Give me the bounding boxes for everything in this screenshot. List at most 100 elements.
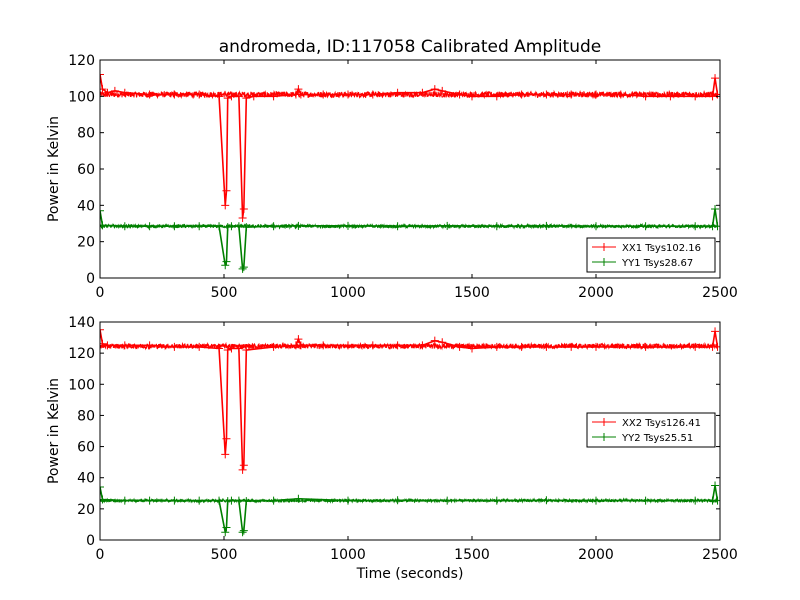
bottom-panel: 0 500 1000 1500 2000 2500 0 20 40 60 80 100 120 140 Po… <box>46 315 738 582</box>
y-tick-label: 40 <box>77 471 95 487</box>
data-point <box>691 92 700 101</box>
data-point <box>238 528 247 537</box>
x-tick-label: 500 <box>211 285 238 301</box>
data-point <box>100 495 107 504</box>
data-point <box>592 496 600 505</box>
y-tick-label: 40 <box>77 198 95 214</box>
data-point <box>222 434 231 443</box>
data-point <box>239 461 248 470</box>
legend-label: XX1 Tsys102.16 <box>622 243 701 254</box>
data-point <box>393 222 402 231</box>
data-point <box>145 341 154 350</box>
data-point <box>145 222 154 231</box>
data-point <box>713 222 720 231</box>
data-point <box>239 526 248 535</box>
data-point <box>120 222 129 231</box>
series-line-2 <box>100 485 719 535</box>
data-point <box>542 496 551 505</box>
data-point <box>269 496 278 505</box>
data-point <box>223 223 232 232</box>
data-point <box>110 86 119 95</box>
data-point <box>103 88 112 97</box>
data-point <box>294 85 303 94</box>
y-tick-label: 60 <box>77 162 95 178</box>
data-point <box>227 496 236 505</box>
data-point <box>195 496 204 505</box>
data-point <box>100 85 107 94</box>
data-point <box>294 335 303 344</box>
data-point <box>492 222 501 231</box>
series-line-1 <box>100 329 719 471</box>
data-point <box>713 496 720 505</box>
data-point <box>100 206 104 215</box>
data-point <box>344 221 352 230</box>
data-point <box>100 483 104 492</box>
data-point <box>641 222 650 231</box>
data-point <box>567 342 576 351</box>
x-tick-label: 500 <box>211 547 238 563</box>
data-point <box>221 450 230 459</box>
data-point <box>430 85 439 94</box>
data-point <box>517 90 526 99</box>
plot-area <box>100 325 720 537</box>
data-point <box>344 90 352 99</box>
data-point <box>418 341 427 350</box>
data-point <box>100 70 104 79</box>
data-point <box>455 342 464 351</box>
data-point <box>691 342 700 351</box>
data-point <box>641 92 650 101</box>
data-point <box>468 92 476 101</box>
data-point <box>319 341 328 350</box>
data-point <box>234 222 243 231</box>
data-point <box>393 496 402 505</box>
x-tick-label: 2500 <box>702 547 738 563</box>
x-tick-label: 1500 <box>454 285 490 301</box>
y-axis-label: Power in Kelvin <box>46 116 62 222</box>
data-point <box>221 261 230 270</box>
data-point <box>238 264 247 273</box>
legend-label: XX2 Tsys126.41 <box>622 418 701 429</box>
data-point <box>120 88 129 97</box>
data-point <box>215 496 224 505</box>
data-point <box>691 222 700 231</box>
data-point <box>103 341 112 350</box>
data-point <box>227 344 236 353</box>
data-point <box>227 92 236 101</box>
data-point <box>666 92 675 101</box>
data-point <box>170 496 179 505</box>
legend-label: YY1 Tsys28.67 <box>621 258 693 269</box>
legend-marker <box>600 258 608 266</box>
data-point <box>195 222 204 231</box>
x-tick-label: 2000 <box>578 547 614 563</box>
data-point <box>368 341 377 350</box>
chart-title: andromeda, ID:117058 Calibrated Amplitud… <box>219 37 602 57</box>
x-tick-label: 0 <box>96 547 105 563</box>
data-point <box>455 90 464 99</box>
data-point <box>269 342 278 351</box>
data-point <box>242 94 251 103</box>
data-point <box>713 342 720 351</box>
series-band-1 <box>100 89 719 100</box>
data-point <box>711 74 720 83</box>
data-point <box>492 92 501 101</box>
data-point <box>319 90 328 99</box>
data-point <box>221 201 230 210</box>
data-point <box>145 90 154 99</box>
data-point <box>100 325 104 334</box>
data-point <box>100 221 107 230</box>
y-tick-label: 100 <box>68 377 95 393</box>
data-point <box>711 327 720 336</box>
y-tick-label: 20 <box>77 235 95 251</box>
plot-area <box>100 70 720 273</box>
x-tick-label: 0 <box>96 285 105 301</box>
data-point <box>223 94 232 103</box>
data-point <box>242 223 251 232</box>
y-tick-label: 100 <box>68 89 95 105</box>
legend: XX2 Tsys126.41 YY2 Tsys25.51 <box>586 412 716 448</box>
x-tick-label: 1000 <box>330 285 366 301</box>
y-tick-label: 80 <box>77 408 95 424</box>
data-point <box>222 186 231 195</box>
data-point <box>227 222 236 231</box>
data-point <box>223 346 232 355</box>
y-tick-label: 0 <box>86 271 95 287</box>
